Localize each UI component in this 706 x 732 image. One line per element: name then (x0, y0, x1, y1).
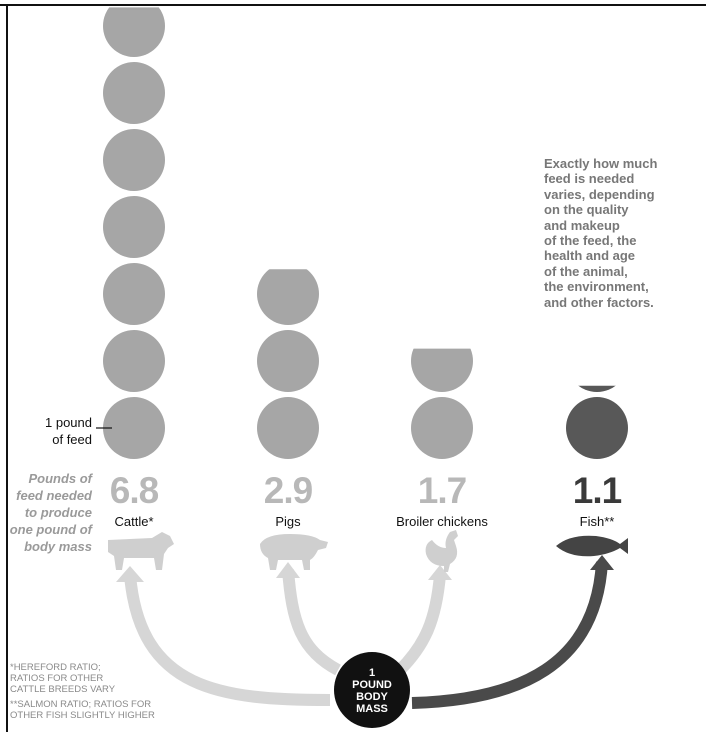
center-badge: 1 POUND BODY MASS (334, 652, 410, 728)
fish-arrow (411, 561, 608, 709)
feed-circle (103, 62, 165, 124)
y-axis-label: Pounds of feed needed to produce one pou… (9, 471, 92, 554)
category-label: Broiler chickens (396, 514, 488, 529)
cattle-arrow (124, 574, 331, 706)
center-label-line: 1 (369, 667, 375, 679)
unit-label: 1 pound of feed (45, 415, 92, 447)
feed-circle (411, 397, 473, 459)
frame-border-left (6, 4, 8, 732)
feed-circle (257, 397, 319, 459)
value-label: 6.8 (110, 470, 159, 511)
center-label-line: MASS (356, 703, 388, 715)
cow-icon (108, 532, 174, 570)
value-label: 2.9 (264, 470, 313, 511)
feed-circle (566, 397, 628, 459)
fish-icon (556, 535, 628, 557)
chicken-arrow (395, 574, 446, 675)
value-label: 1.7 (418, 470, 466, 511)
partial-feed-circle (257, 269, 319, 325)
frame-border-top (0, 4, 706, 6)
feed-circle (103, 330, 165, 392)
feed-circle (103, 129, 165, 191)
feed-circle (103, 196, 165, 258)
pig-arrowhead (276, 562, 300, 578)
explanatory-note: Exactly how much feed is needed varies, … (544, 156, 658, 310)
value-label: 1.1 (573, 470, 622, 511)
feed-circle (103, 263, 165, 325)
partial-feed-circle (411, 348, 473, 392)
feed-circle (103, 397, 165, 459)
feed-circle (257, 330, 319, 392)
chicken-icon (425, 530, 458, 572)
center-label-line: BODY (356, 691, 388, 703)
cattle-arrowhead (116, 566, 144, 582)
category-label: Cattle* (114, 514, 153, 529)
chicken-arrowhead (428, 565, 452, 580)
partial-feed-circle (578, 385, 616, 392)
fish-arrowhead (590, 555, 614, 570)
icons-layer (108, 530, 628, 572)
arrows-layer (116, 555, 614, 709)
values-layer: 6.8 2.9 1.7 1.1 (110, 470, 623, 511)
pig-arrow (282, 569, 341, 676)
center-label-line: POUND (352, 679, 392, 691)
footnote-fish: **SALMON RATIO; RATIOS FOR OTHER FISH SL… (10, 699, 155, 721)
circles-layer (103, 7, 628, 459)
footnote-cattle: *HEREFORD RATIO; RATIOS FOR OTHER CATTLE… (10, 662, 116, 695)
category-label: Fish** (580, 514, 615, 529)
category-label: Pigs (275, 514, 301, 529)
partial-feed-circle (103, 7, 165, 57)
pig-icon (260, 534, 328, 570)
categories-layer: Cattle* Pigs Broiler chickens Fish** (114, 514, 614, 529)
